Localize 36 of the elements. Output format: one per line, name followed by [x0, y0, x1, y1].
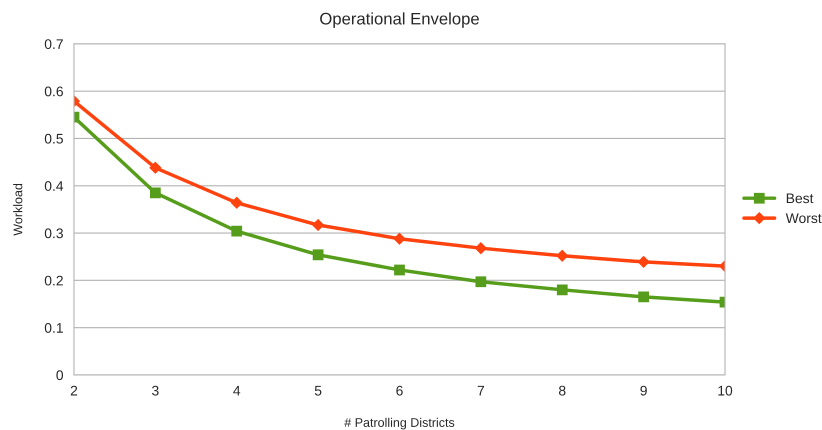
point: [556, 250, 568, 262]
y-tick-label: 0.1: [44, 322, 63, 333]
point: [475, 276, 486, 288]
y-tick-label: 0.4: [44, 181, 64, 191]
point: [556, 284, 568, 296]
y-axis-title: Workload: [13, 184, 22, 236]
x-tick-label: 6: [396, 386, 403, 396]
point: [150, 187, 161, 198]
point: [474, 242, 487, 254]
x-tick-label: 5: [314, 386, 322, 396]
legend-label: Worst: [786, 213, 822, 224]
x-tick-label: 2: [70, 386, 78, 396]
x-tick-label: 7: [478, 386, 484, 396]
point: [394, 232, 406, 245]
x-tick-label: 8: [558, 386, 566, 396]
point: [638, 292, 650, 302]
x-tick-label: 4: [233, 386, 240, 396]
y-tick-label: 0.7: [44, 39, 63, 50]
chart-title: Operational Envelope: [320, 12, 479, 28]
x-tick-label: 9: [640, 386, 647, 396]
point: [312, 219, 324, 231]
point: [394, 264, 405, 276]
point: [149, 162, 162, 174]
y-tick-label: 0.3: [44, 228, 63, 238]
y-tick-label: 0.6: [44, 86, 63, 96]
point: [638, 256, 650, 268]
y-tick-label: 0.5: [44, 134, 63, 144]
point: [230, 196, 243, 209]
x-tick-label: 10: [718, 386, 732, 396]
x-tick-label: 3: [152, 386, 159, 396]
point: [231, 226, 242, 237]
point: [312, 249, 324, 260]
legend-label: Best: [786, 194, 814, 204]
x-axis-title: # Patrolling Districts: [344, 418, 454, 430]
y-tick-label: 0: [56, 370, 64, 380]
y-tick-label: 0.2: [44, 276, 63, 286]
